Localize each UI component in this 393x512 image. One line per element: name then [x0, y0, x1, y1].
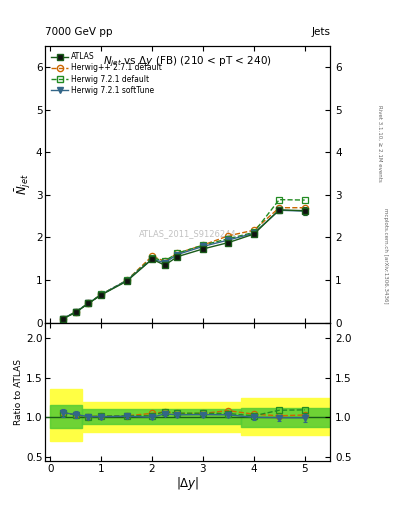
Bar — [82, 410, 241, 423]
Text: mcplots.cern.ch [arXiv:1306.3436]: mcplots.cern.ch [arXiv:1306.3436] — [383, 208, 387, 304]
Bar — [241, 408, 330, 427]
Y-axis label: Ratio to ATLAS: Ratio to ATLAS — [14, 359, 23, 424]
Text: $N_{jet}$ vs $\Delta y$ (FB) (210 < pT < 240): $N_{jet}$ vs $\Delta y$ (FB) (210 < pT <… — [103, 54, 272, 69]
Bar — [241, 398, 330, 435]
Text: ATLAS_2011_S9126244: ATLAS_2011_S9126244 — [139, 229, 237, 239]
Text: Jets: Jets — [311, 27, 330, 37]
Legend: ATLAS, Herwig++ 2.7.1 default, Herwig 7.2.1 default, Herwig 7.2.1 softTune: ATLAS, Herwig++ 2.7.1 default, Herwig 7.… — [49, 50, 164, 97]
Bar — [82, 401, 241, 432]
Y-axis label: $\bar{N}_{jet}$: $\bar{N}_{jet}$ — [14, 174, 33, 195]
Text: Rivet 3.1.10, ≥ 2.1M events: Rivet 3.1.10, ≥ 2.1M events — [377, 105, 382, 182]
Bar — [50, 404, 82, 428]
Text: 7000 GeV pp: 7000 GeV pp — [45, 27, 113, 37]
X-axis label: $|\Delta y|$: $|\Delta y|$ — [176, 475, 199, 492]
Bar — [50, 389, 82, 441]
